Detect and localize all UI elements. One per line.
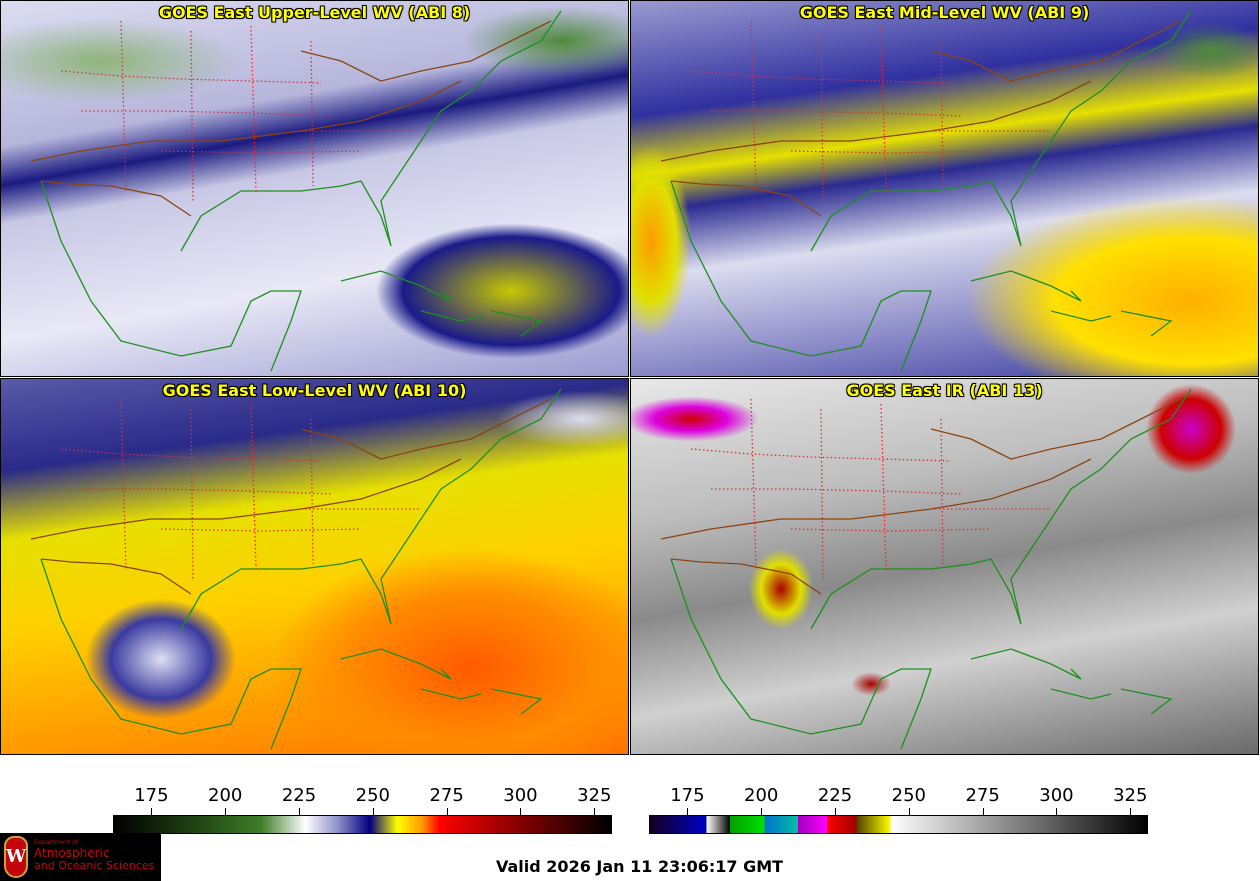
colorbar-tick-label: 250 bbox=[891, 785, 926, 806]
ir-colorbar bbox=[649, 815, 1148, 834]
panel-title: GOES East Low-Level WV (ABI 10) bbox=[162, 381, 467, 400]
coastline bbox=[40, 388, 562, 750]
colorbar-tick bbox=[594, 808, 596, 815]
colorbar-tick-label: 175 bbox=[670, 785, 705, 806]
logo-line3: and Oceanic Sciences bbox=[34, 859, 155, 872]
state-borders bbox=[690, 20, 1051, 202]
colorbar-tick bbox=[372, 808, 374, 815]
colorbar-tick bbox=[299, 808, 301, 815]
colorbar-tick bbox=[1056, 808, 1058, 815]
colorbar-tick-label: 200 bbox=[208, 785, 243, 806]
country-border bbox=[660, 398, 1182, 595]
panel-low-level-wv: GOES East Low-Level WV (ABI 10) bbox=[0, 378, 629, 755]
logo-line2: Atmospheric bbox=[34, 846, 110, 860]
colorbar-tick bbox=[446, 808, 448, 815]
colorbar-tick-label: 225 bbox=[281, 785, 317, 806]
state-borders bbox=[60, 398, 421, 580]
coastline bbox=[670, 10, 1192, 372]
colorbar-tick-label: 175 bbox=[134, 785, 169, 806]
coastline bbox=[40, 10, 562, 372]
map-overlay bbox=[30, 10, 562, 372]
panel-ir: GOES East IR (ABI 13) bbox=[630, 378, 1259, 755]
map-overlay bbox=[660, 388, 1192, 750]
valid-time: Valid 2026 Jan 11 23:06:17 GMT bbox=[496, 857, 784, 876]
country-border bbox=[30, 398, 552, 595]
country-border bbox=[660, 20, 1182, 217]
panel-upper-level-wv: GOES East Upper-Level WV (ABI 8) bbox=[0, 0, 629, 377]
colorbar-tick-label: 300 bbox=[1039, 785, 1074, 806]
wv-colorbar bbox=[113, 815, 612, 834]
map-overlay bbox=[660, 10, 1192, 372]
colorbar-tick-label: 325 bbox=[577, 785, 612, 806]
uw-crest-icon: W bbox=[4, 836, 28, 878]
colorbar-tick-label: 250 bbox=[355, 785, 390, 806]
logo-line1: Department of bbox=[34, 839, 78, 846]
colorbar-tick bbox=[520, 808, 522, 815]
colorbar-tick bbox=[761, 808, 763, 815]
colorbar-tick-label: 225 bbox=[817, 785, 853, 806]
map-overlay bbox=[30, 388, 562, 750]
colorbar-tick-label: 200 bbox=[744, 785, 779, 806]
panel-mid-level-wv: GOES East Mid-Level WV (ABI 9) bbox=[630, 0, 1259, 377]
panel-title: GOES East IR (ABI 13) bbox=[846, 381, 1043, 400]
country-border bbox=[30, 20, 552, 217]
colorbar-tick-label: 275 bbox=[965, 785, 1000, 806]
colorbar-tick-label: 300 bbox=[503, 785, 538, 806]
coastline bbox=[670, 388, 1192, 750]
colorbar-tick bbox=[1130, 808, 1132, 815]
colorbar-tick bbox=[151, 808, 153, 815]
aos-logo: W Department of Atmospheric and Oceanic … bbox=[0, 833, 161, 881]
panel-title: GOES East Mid-Level WV (ABI 9) bbox=[799, 3, 1090, 22]
colorbar-tick-label: 275 bbox=[429, 785, 464, 806]
panel-title: GOES East Upper-Level WV (ABI 8) bbox=[158, 3, 471, 22]
colorbar-tick bbox=[225, 808, 227, 815]
colorbar-tick-label: 325 bbox=[1113, 785, 1148, 806]
state-borders bbox=[690, 398, 1051, 580]
colorbar-tick bbox=[908, 808, 910, 815]
colorbar-tick bbox=[835, 808, 837, 815]
colorbar-tick bbox=[982, 808, 984, 815]
colorbar-tick bbox=[687, 808, 689, 815]
state-borders bbox=[60, 20, 421, 202]
